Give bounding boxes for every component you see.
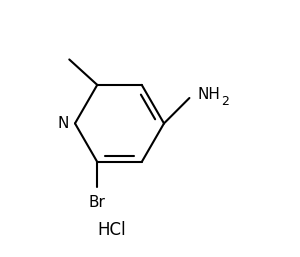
Text: NH: NH — [197, 87, 220, 102]
Text: Br: Br — [89, 195, 106, 210]
Text: HCl: HCl — [98, 221, 126, 239]
Text: 2: 2 — [221, 95, 229, 107]
Text: N: N — [57, 116, 69, 131]
